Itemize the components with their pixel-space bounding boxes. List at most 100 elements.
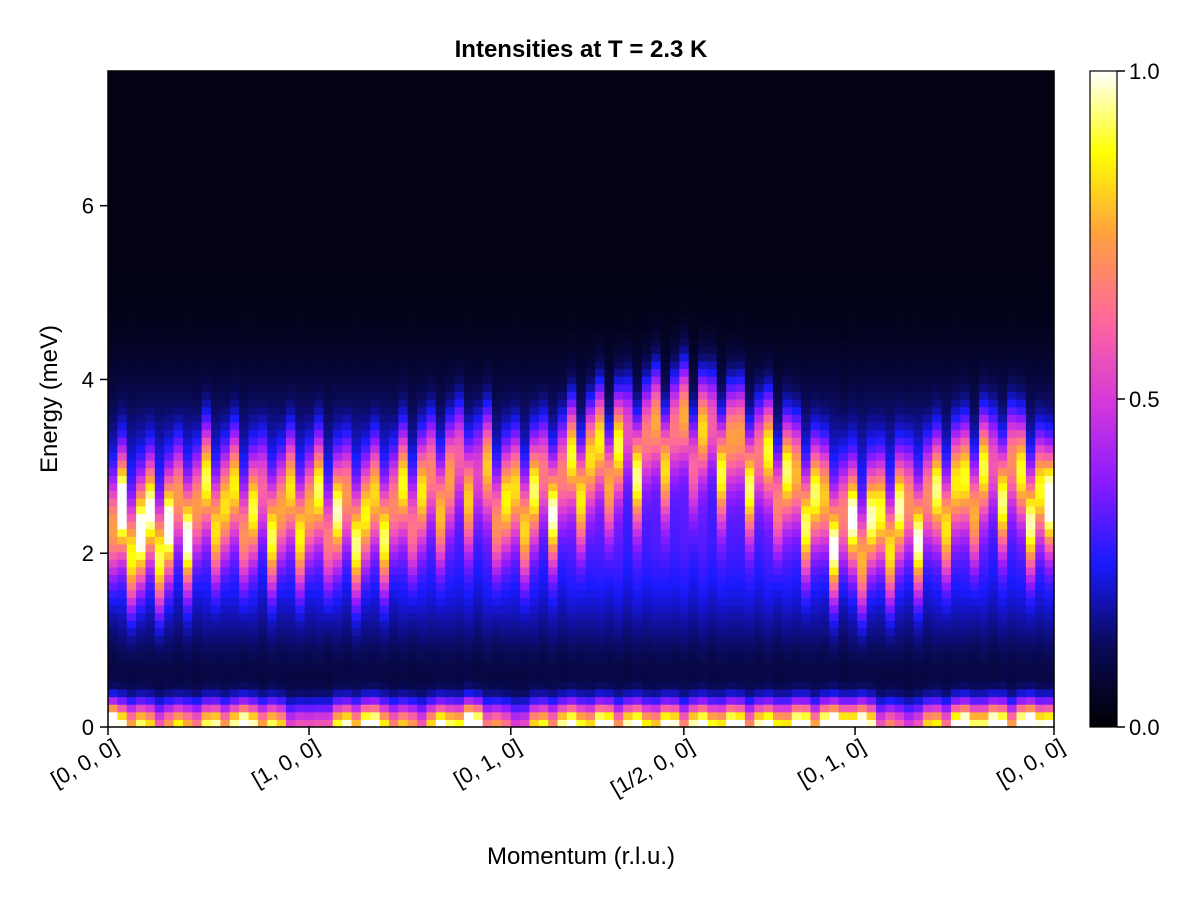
heatmap-cell <box>520 635 531 644</box>
heatmap-cell <box>548 116 559 125</box>
heatmap-cell <box>295 658 306 667</box>
heatmap-cell <box>229 177 240 187</box>
heatmap-cell <box>267 704 278 713</box>
heatmap-cell <box>332 246 343 255</box>
heatmap-cell <box>426 460 437 469</box>
heatmap-cell <box>482 193 493 202</box>
heatmap-cell <box>257 604 268 614</box>
heatmap-cell <box>529 337 540 347</box>
heatmap-cell <box>108 139 118 148</box>
heatmap-cell <box>145 231 156 240</box>
heatmap-cell <box>379 513 390 522</box>
heatmap-cell <box>164 414 175 423</box>
heatmap-cell <box>126 391 137 400</box>
heatmap-cell <box>117 391 128 400</box>
heatmap-cell <box>182 124 193 133</box>
heatmap-cell <box>463 284 474 293</box>
heatmap-cell <box>154 124 165 133</box>
heatmap-cell <box>482 612 493 621</box>
heatmap-cell <box>595 139 606 148</box>
heatmap-cell <box>314 345 325 354</box>
heatmap-cell <box>492 330 502 339</box>
heatmap-cell <box>407 490 418 499</box>
heatmap-cell <box>501 421 512 431</box>
heatmap-cell <box>276 421 287 431</box>
heatmap-cell <box>566 124 577 133</box>
heatmap-cell <box>285 513 296 522</box>
heatmap-cell <box>641 704 652 713</box>
heatmap-cell <box>482 132 493 141</box>
heatmap-cell <box>145 345 156 354</box>
heatmap-cell <box>201 147 212 156</box>
heatmap-cell <box>323 421 334 431</box>
heatmap-cell <box>248 620 259 629</box>
heatmap-cell <box>248 543 259 553</box>
heatmap-cell <box>388 299 399 309</box>
heatmap-cell <box>538 254 549 263</box>
heatmap-cell <box>360 71 371 80</box>
heatmap-cell <box>164 658 175 667</box>
heatmap-cell <box>117 315 128 324</box>
heatmap-cell <box>585 139 596 148</box>
heatmap-cell <box>632 551 643 560</box>
heatmap-cell <box>173 391 184 400</box>
heatmap-cell <box>510 200 521 209</box>
heatmap-cell <box>304 704 315 713</box>
heatmap-cell <box>454 711 465 720</box>
heatmap-cell <box>192 132 203 141</box>
heatmap-cell <box>501 322 512 331</box>
heatmap-cell <box>342 139 353 148</box>
heatmap-cell <box>126 261 137 270</box>
heatmap-cell <box>632 627 643 637</box>
heatmap-cell <box>407 170 418 179</box>
heatmap-cell <box>351 688 362 698</box>
heatmap-cell <box>126 109 137 118</box>
heatmap-cell <box>379 93 390 103</box>
heatmap-cell <box>435 246 446 255</box>
heatmap-cell <box>360 376 371 385</box>
heatmap-cell <box>473 521 484 530</box>
heatmap-cell <box>211 482 221 492</box>
heatmap-cell <box>529 269 540 278</box>
heatmap-cell <box>492 604 502 614</box>
heatmap-cell <box>342 307 353 316</box>
heatmap-cell <box>445 93 456 103</box>
heatmap-cell <box>445 429 456 438</box>
heatmap-cell <box>360 658 371 667</box>
heatmap-cell <box>192 429 203 438</box>
heatmap-cell <box>566 284 577 293</box>
heatmap-cell <box>492 475 502 484</box>
heatmap-cell <box>173 261 184 270</box>
heatmap-cell <box>398 86 409 95</box>
heatmap-cell <box>108 208 118 217</box>
heatmap-cell <box>360 170 371 179</box>
heatmap-cell <box>229 559 240 568</box>
heatmap-cell <box>360 452 371 461</box>
heatmap-cell <box>566 208 577 217</box>
heatmap-cell <box>454 635 465 644</box>
heatmap-cell <box>332 292 343 301</box>
heatmap-cell <box>136 170 147 179</box>
heatmap-cell <box>211 185 221 194</box>
heatmap-cell <box>435 330 446 339</box>
heatmap-cell <box>595 574 606 583</box>
heatmap-cell <box>538 665 549 675</box>
heatmap-cell <box>126 452 137 461</box>
heatmap-cell <box>585 658 596 667</box>
heatmap-cell <box>276 238 287 248</box>
heatmap-cell <box>136 353 147 362</box>
heatmap-cell <box>285 78 296 87</box>
heatmap-cell <box>379 383 390 392</box>
heatmap-cell <box>623 299 634 309</box>
heatmap-cell <box>332 223 343 232</box>
heatmap-cell <box>192 665 203 675</box>
heatmap-cell <box>454 238 465 248</box>
heatmap-cell <box>211 681 221 690</box>
heatmap-cell <box>557 551 568 560</box>
heatmap-cell <box>126 543 137 553</box>
heatmap-cell <box>154 215 165 225</box>
heatmap-cell <box>501 536 512 545</box>
heatmap-cell <box>323 383 334 392</box>
heatmap-cell <box>126 399 137 408</box>
heatmap-cell <box>623 704 634 713</box>
